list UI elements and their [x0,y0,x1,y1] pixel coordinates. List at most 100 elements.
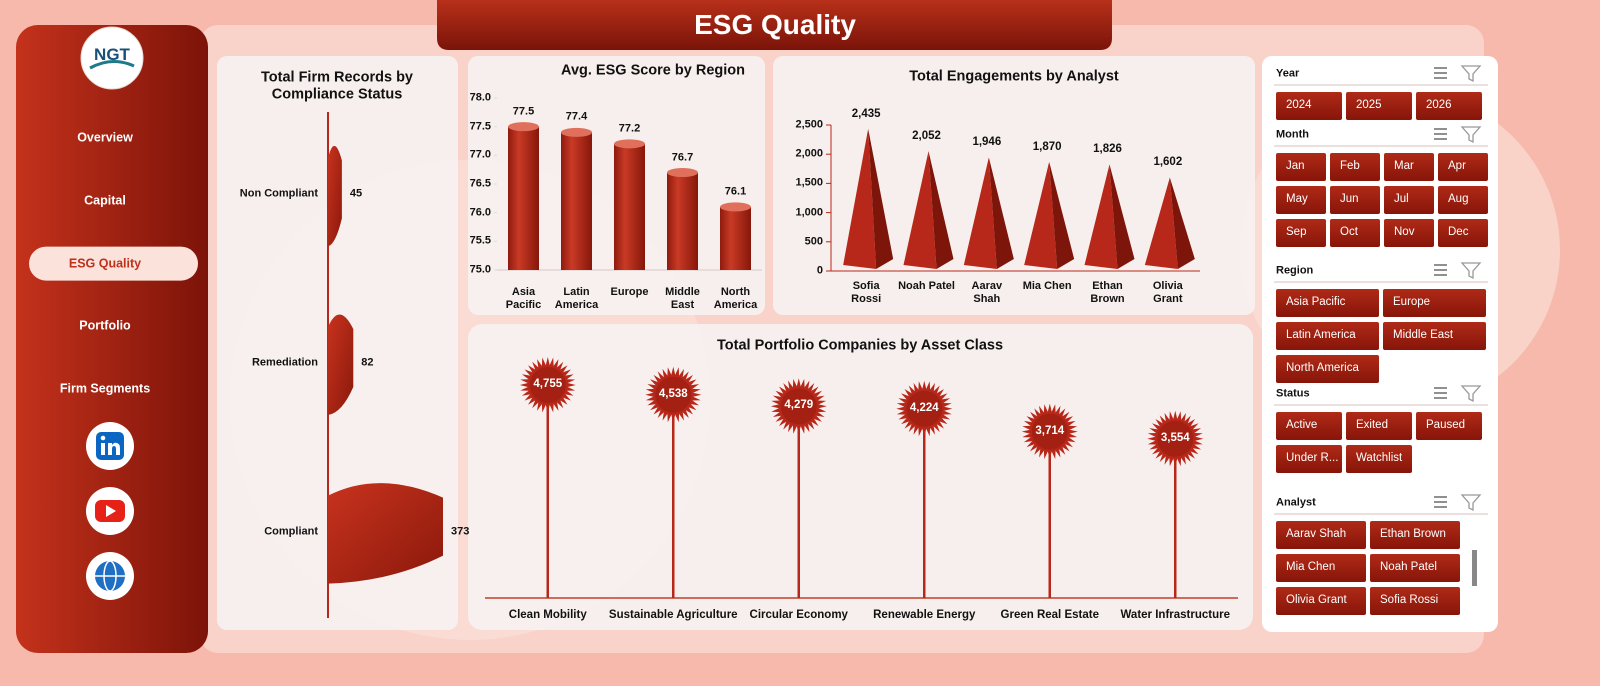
nav-item[interactable]: Capital [84,193,126,208]
slicer-button[interactable] [1276,322,1379,350]
slicer-button[interactable] [1276,92,1342,120]
slicer-button-label[interactable]: Mar [1394,160,1414,173]
slicer-button[interactable] [1276,554,1366,582]
slicer-button[interactable] [1416,92,1482,120]
slicer-button[interactable] [1276,186,1326,214]
slicer-button-label[interactable]: Oct [1340,226,1358,239]
slicer-button-label[interactable]: 2024 [1286,99,1312,112]
slicer-button[interactable] [1438,153,1488,181]
web-icon[interactable] [86,552,134,600]
slicer-button-label[interactable]: North America [1286,362,1359,375]
slicer-button[interactable] [1346,92,1412,120]
slicer-button-label[interactable]: Latin America [1286,329,1356,342]
youtube-icon[interactable] [86,487,134,535]
slicer-button[interactable] [1276,153,1326,181]
slicer-button-label[interactable]: Mia Chen [1286,561,1336,574]
value-label: 3,554 [1160,431,1190,444]
slicer-button-label[interactable]: Active [1286,419,1318,432]
slicer-button[interactable] [1276,521,1366,549]
y-tick-label: 0 [816,264,823,277]
clear-filter-icon[interactable] [1460,126,1482,144]
slicer-button-label[interactable]: Europe [1393,296,1431,309]
slicer-button-label[interactable]: Noah Patel [1380,561,1437,574]
slicer-button-label[interactable]: Sep [1286,226,1307,239]
slicer-button-label[interactable]: Exited [1356,419,1388,432]
clear-filter-icon[interactable] [1460,385,1482,403]
slicer-button[interactable] [1276,587,1366,615]
multi-select-icon[interactable] [1434,387,1447,399]
slicer-title: Month [1276,128,1309,141]
slicer-button-label[interactable]: Nov [1394,226,1415,239]
multi-select-icon[interactable] [1434,67,1447,79]
nav-item[interactable]: Firm Segments [59,381,151,396]
bar [328,145,342,247]
slicer-button-label[interactable]: Jul [1394,193,1409,206]
y-tick-label: 78.0 [469,91,491,104]
clear-filter-icon[interactable] [1460,262,1482,280]
nav-item[interactable]: Portfolio [79,318,131,333]
slicer-button-label[interactable]: Apr [1448,160,1466,173]
slicer-button-label[interactable]: Aarav Shah [1286,528,1347,541]
y-tick-label: 500 [804,235,823,248]
slicer-button-label[interactable]: Aug [1448,193,1469,206]
slicer-button-label[interactable]: Watchlist [1356,452,1403,465]
title-banner [437,0,1112,50]
slicer-button-label[interactable]: Sofia Rossi [1380,594,1439,607]
logo-swoosh [89,60,135,70]
slicer-button-label[interactable]: Paused [1426,419,1466,432]
slicer-button[interactable] [1370,521,1460,549]
bar-cap [614,139,645,149]
x-tick-label: Middle East [665,286,700,312]
nav-item[interactable]: ESG Quality [68,256,142,271]
slicer-button[interactable] [1330,153,1380,181]
x-tick-label: Latin America [554,286,599,312]
slicer-button[interactable] [1330,186,1380,214]
slicer-button[interactable] [1276,219,1326,247]
slicer-button[interactable] [1383,289,1486,317]
slicer-button[interactable] [1438,186,1488,214]
multi-select-icon[interactable] [1434,264,1447,276]
value-label: 45 [349,187,363,200]
slicer-button[interactable] [1438,219,1488,247]
clear-filter-icon[interactable] [1460,65,1482,83]
x-tick-label: Europe [610,286,649,298]
slicer-button-label[interactable]: May [1286,193,1308,206]
multi-select-icon[interactable] [1434,128,1447,140]
slicer-button[interactable] [1276,412,1342,440]
burst-core [1031,413,1068,450]
slicer-button[interactable] [1276,445,1342,473]
slicer-button[interactable] [1276,355,1379,383]
slicer-button-label[interactable]: 2026 [1426,99,1452,112]
slicer-title: Year [1276,67,1300,80]
slicer-button[interactable] [1370,587,1460,615]
slicer-button[interactable] [1384,186,1434,214]
slicer-button[interactable] [1370,554,1460,582]
nav-item[interactable]: Overview [77,130,133,145]
slicer-button-label[interactable]: Middle East [1393,329,1454,342]
logo-badge [80,26,144,90]
slicer-button-label[interactable]: Olivia Grant [1286,594,1347,607]
slicer-button-label[interactable]: Asia Pacific [1286,296,1346,309]
slicer-button-label[interactable]: Jun [1340,193,1359,206]
clear-filter-icon[interactable] [1460,494,1482,512]
slicer-button[interactable] [1276,289,1379,317]
slicer-button[interactable] [1384,219,1434,247]
multi-select-icon[interactable] [1434,496,1447,508]
x-tick-label: Ethan Brown [1090,280,1125,306]
linkedin-icon[interactable] [86,422,134,470]
value-label: 4,755 [533,378,563,391]
pyramid-face [1169,177,1195,269]
slicer-button-label[interactable]: Feb [1340,160,1360,173]
slicer-button-label[interactable]: 2025 [1356,99,1382,112]
slicer-button[interactable] [1346,445,1412,473]
slicer-button[interactable] [1384,153,1434,181]
slicer-button[interactable] [1383,322,1486,350]
slicer-button-label[interactable]: Jan [1286,160,1305,173]
slicer-button-label[interactable]: Ethan Brown [1380,528,1446,541]
slicer-button[interactable] [1330,219,1380,247]
slicer-button[interactable] [1416,412,1482,440]
slicer-button[interactable] [1346,412,1412,440]
slicer-button-label[interactable]: Under R... [1286,452,1339,465]
slicer-button-label[interactable]: Dec [1448,226,1469,239]
logo-text: NGT [94,44,130,64]
